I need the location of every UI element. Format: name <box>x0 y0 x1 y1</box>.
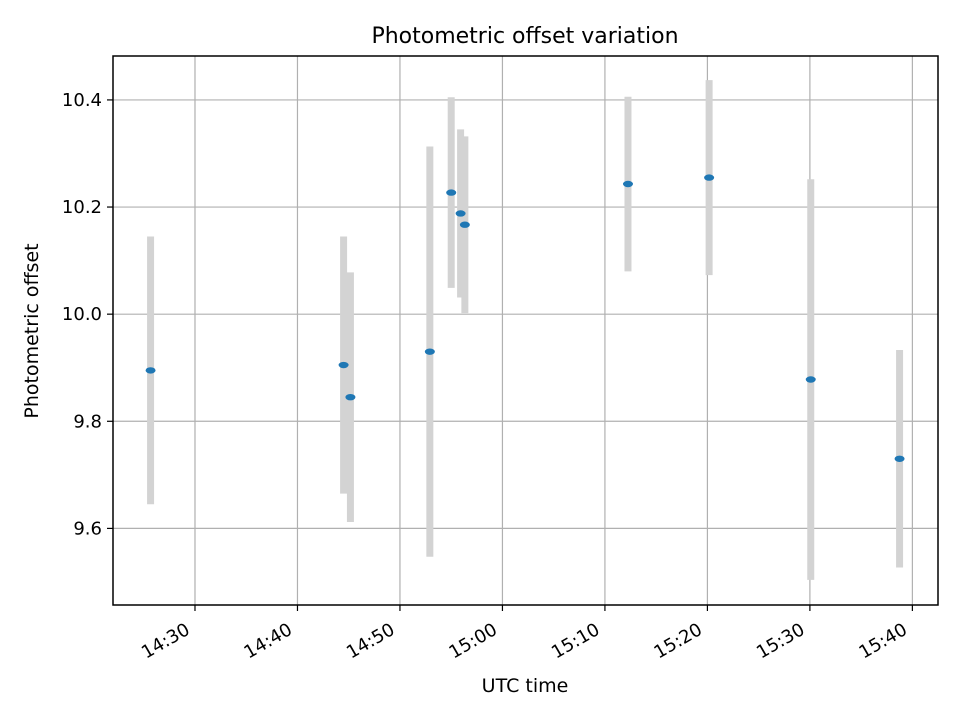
y-axis-label: Photometric offset <box>21 243 43 418</box>
y-axis-ticks: 9.6 9.8 10.0 10.2 10.4 <box>62 90 113 539</box>
y-tick-label: 10.4 <box>62 90 102 111</box>
data-point <box>338 361 349 369</box>
x-tick-label: 14:30 <box>138 619 193 663</box>
data-point <box>805 376 816 383</box>
x-tick-label: 15:40 <box>855 619 910 663</box>
y-tick-label: 10.0 <box>62 304 102 325</box>
chart-title: Photometric offset variation <box>371 24 678 49</box>
data-point <box>459 221 470 228</box>
x-tick-label: 14:50 <box>343 619 398 663</box>
x-tick-label: 15:30 <box>753 619 808 663</box>
data-point <box>446 189 457 196</box>
y-tick-label: 10.2 <box>62 197 102 218</box>
error-bars <box>147 80 904 580</box>
x-tick-label: 14:40 <box>241 619 296 663</box>
data-point <box>145 367 156 374</box>
data-point <box>345 393 356 401</box>
data-points <box>145 174 905 462</box>
data-point <box>622 180 633 188</box>
y-tick-label: 9.8 <box>73 411 102 432</box>
x-tick-label: 15:20 <box>650 619 705 663</box>
data-point <box>455 210 466 217</box>
x-tick-label: 15:00 <box>446 619 501 663</box>
x-tick-label: 15:10 <box>548 619 603 663</box>
y-tick-label: 9.6 <box>73 518 102 539</box>
grid-lines <box>113 56 938 605</box>
plot-frame <box>112 55 939 606</box>
data-point <box>894 455 905 462</box>
data-point <box>704 174 715 181</box>
x-axis-ticks: 14:30 14:40 14:50 15:00 15:10 15:20 15:30 15:40 <box>138 605 913 663</box>
data-point <box>424 348 435 355</box>
x-axis-label: UTC time <box>482 675 569 697</box>
